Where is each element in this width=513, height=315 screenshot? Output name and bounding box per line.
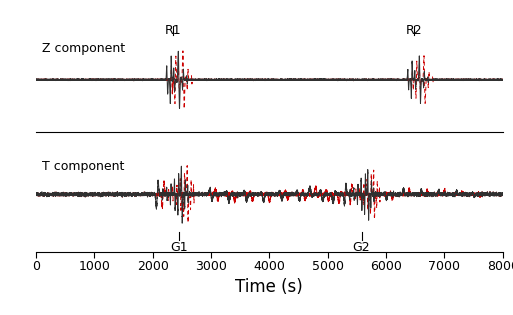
Text: G1: G1 (170, 241, 188, 254)
Text: G2: G2 (353, 241, 370, 254)
Text: T component: T component (42, 160, 124, 173)
Text: R1: R1 (165, 24, 182, 37)
X-axis label: Time (s): Time (s) (235, 278, 303, 295)
Text: R2: R2 (406, 24, 422, 37)
Text: Z component: Z component (42, 42, 125, 55)
